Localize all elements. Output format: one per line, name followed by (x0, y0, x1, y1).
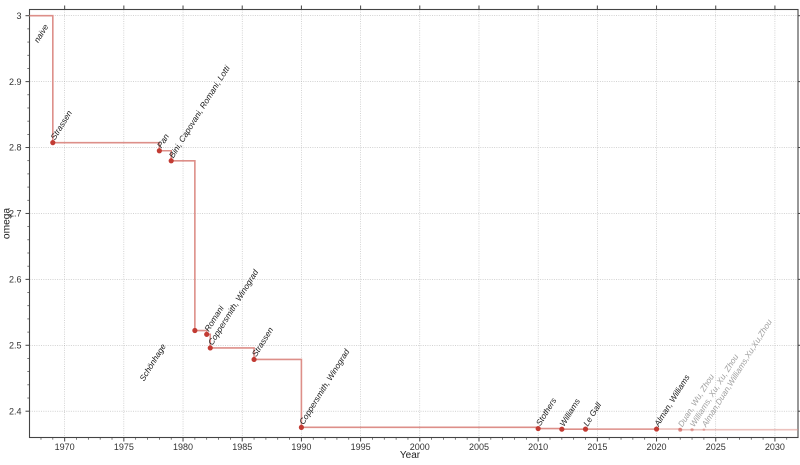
svg-text:1970: 1970 (55, 442, 75, 452)
svg-text:2.6: 2.6 (9, 275, 22, 285)
svg-text:2.9: 2.9 (9, 77, 22, 87)
svg-text:1990: 1990 (291, 442, 311, 452)
svg-text:3: 3 (16, 11, 21, 21)
svg-text:2.5: 2.5 (9, 340, 22, 350)
svg-text:2005: 2005 (469, 442, 489, 452)
svg-text:1985: 1985 (232, 442, 252, 452)
svg-text:2025: 2025 (706, 442, 726, 452)
svg-text:2.8: 2.8 (9, 143, 22, 153)
svg-text:1980: 1980 (173, 442, 193, 452)
svg-text:2015: 2015 (587, 442, 607, 452)
svg-text:1995: 1995 (351, 442, 371, 452)
svg-text:omega: omega (2, 208, 13, 239)
svg-text:1975: 1975 (114, 442, 134, 452)
svg-text:2020: 2020 (647, 442, 667, 452)
svg-text:2.4: 2.4 (9, 406, 22, 416)
svg-text:Year: Year (400, 450, 421, 460)
svg-text:2010: 2010 (528, 442, 548, 452)
svg-text:2030: 2030 (765, 442, 785, 452)
